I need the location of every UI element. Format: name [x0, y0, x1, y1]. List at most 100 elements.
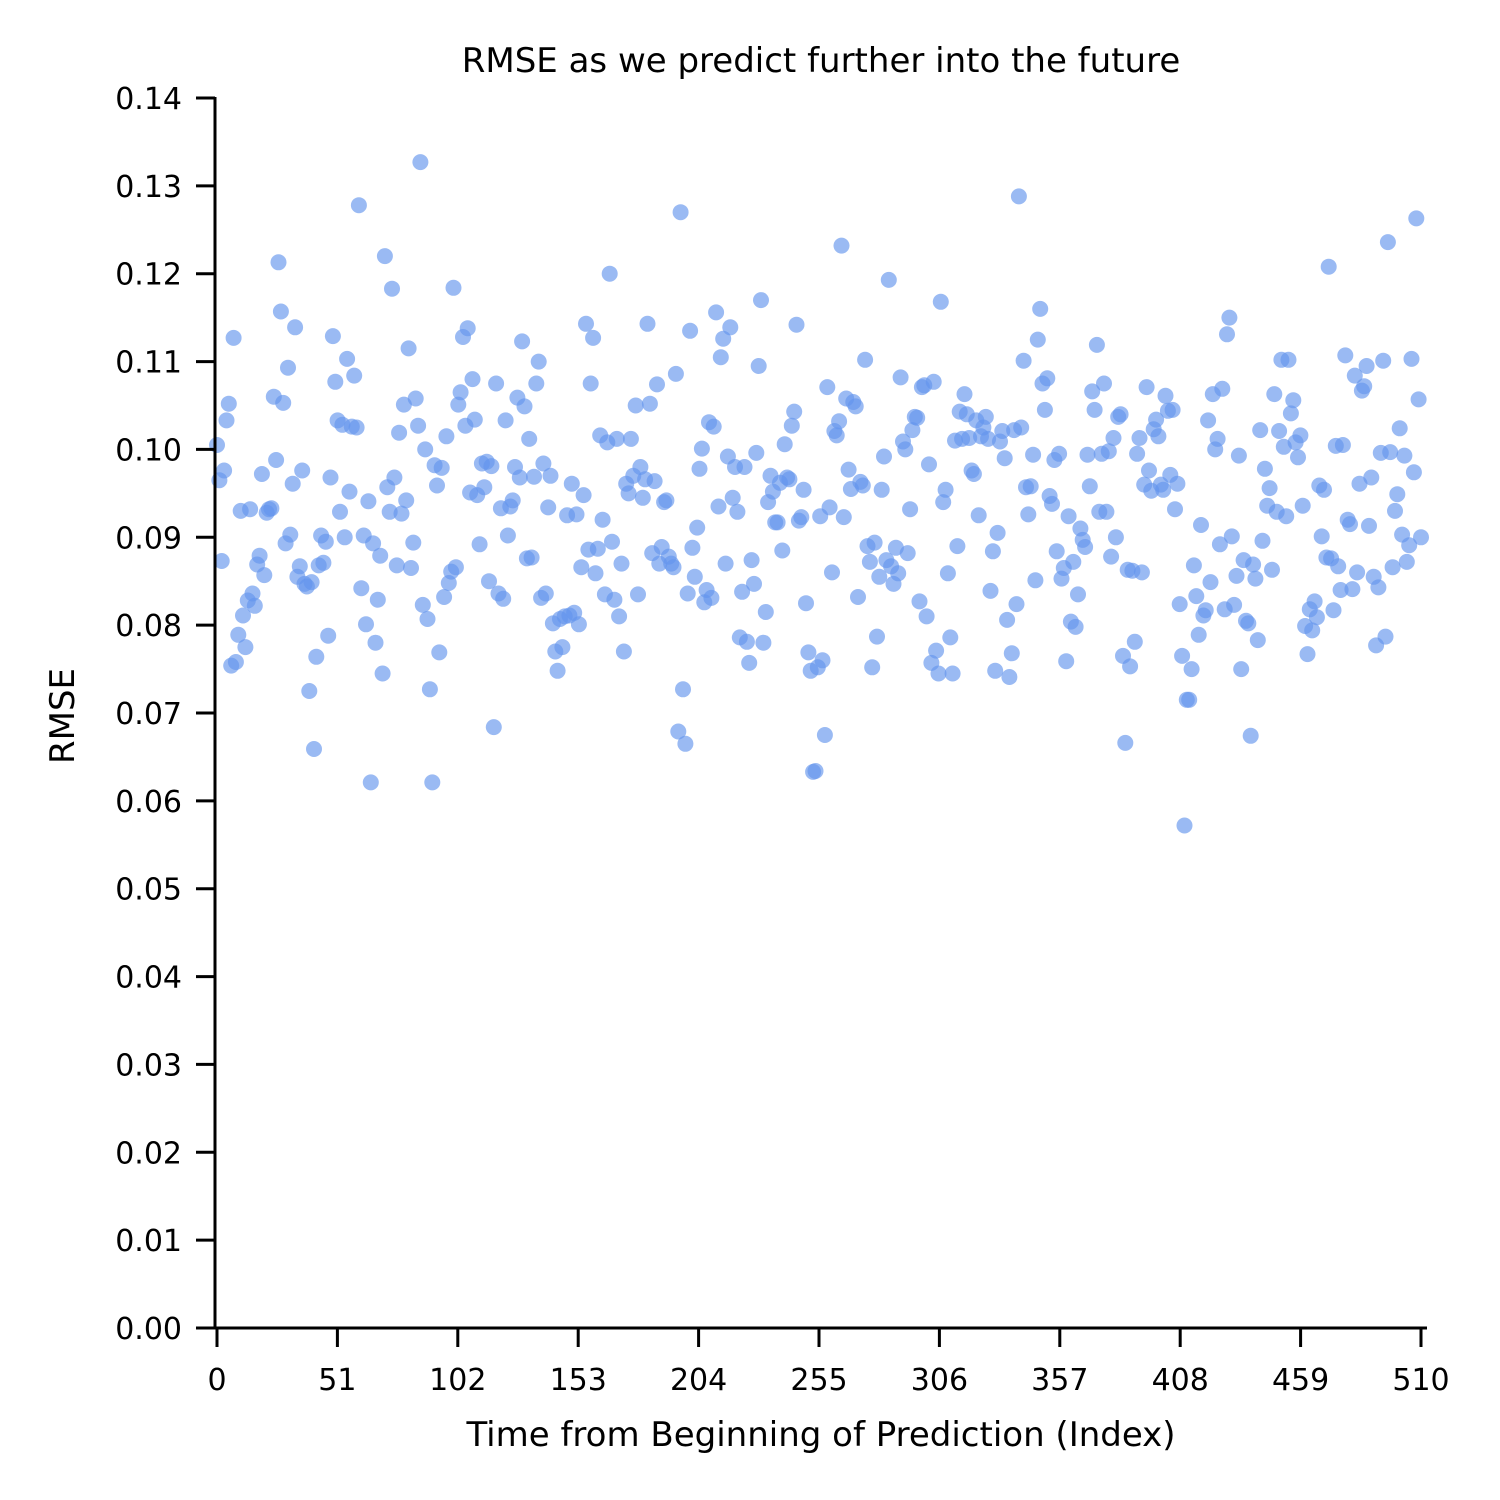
- data-point: [1240, 615, 1257, 632]
- data-point: [275, 394, 292, 411]
- data-point: [504, 492, 521, 509]
- data-point: [1112, 406, 1129, 423]
- data-point: [1183, 661, 1200, 678]
- x-tick-label: 51: [318, 1363, 356, 1398]
- y-axis-label: RMSE: [43, 668, 83, 764]
- data-point: [237, 639, 254, 656]
- data-point: [866, 534, 883, 551]
- data-point: [353, 580, 370, 597]
- data-point: [1379, 234, 1396, 251]
- y-tick-label: 0.06: [115, 785, 182, 820]
- data-point: [1387, 502, 1403, 519]
- data-point: [384, 280, 400, 297]
- data-point: [336, 529, 353, 546]
- data-point: [1230, 447, 1247, 464]
- data-point: [251, 547, 268, 564]
- data-point: [1256, 460, 1273, 477]
- data-point: [393, 505, 410, 522]
- data-point: [819, 379, 836, 396]
- data-point: [800, 644, 817, 661]
- data-point: [816, 727, 833, 743]
- chart-title: RMSE as we predict further into the futu…: [462, 41, 1180, 81]
- y-tick-label: 0.09: [115, 521, 182, 556]
- data-point: [956, 386, 973, 403]
- data-point: [582, 375, 599, 392]
- data-point: [1351, 475, 1368, 492]
- data-point: [488, 375, 505, 392]
- data-point: [466, 411, 483, 428]
- data-point: [1356, 378, 1373, 395]
- data-point: [1313, 528, 1330, 545]
- data-point: [670, 723, 687, 740]
- data-point: [935, 494, 952, 511]
- data-point: [961, 430, 978, 446]
- data-point: [1079, 446, 1096, 463]
- data-point: [774, 542, 791, 559]
- data-point: [729, 503, 746, 520]
- x-axis-ticks: 0 51 102 153 204 255 306 357 408 459 510: [207, 1328, 1450, 1398]
- data-point: [748, 444, 765, 461]
- data-point: [989, 524, 1006, 541]
- data-point: [253, 466, 270, 482]
- data-point: [639, 315, 656, 332]
- data-point: [348, 419, 365, 436]
- data-point: [1060, 508, 1077, 525]
- data-point: [1242, 727, 1259, 744]
- data-point: [537, 585, 554, 602]
- data-point: [1282, 405, 1299, 422]
- data-point: [1138, 379, 1155, 396]
- x-tick-label: 102: [429, 1363, 486, 1398]
- y-tick-label: 0.07: [115, 697, 182, 732]
- data-point: [873, 481, 890, 498]
- data-point: [291, 558, 308, 575]
- data-point: [691, 460, 708, 477]
- data-point: [999, 611, 1016, 628]
- data-point: [627, 397, 644, 414]
- data-point: [987, 662, 1004, 679]
- data-point: [1292, 427, 1309, 444]
- data-point: [1342, 516, 1358, 533]
- data-point: [1252, 422, 1269, 439]
- data-point: [932, 293, 949, 310]
- data-point: [568, 506, 585, 523]
- data-point: [1316, 481, 1332, 498]
- data-point: [675, 681, 691, 698]
- data-point: [429, 477, 445, 494]
- data-point: [369, 591, 386, 608]
- data-point: [287, 319, 304, 336]
- data-point: [918, 608, 935, 625]
- data-point: [1013, 419, 1030, 436]
- data-point: [880, 271, 897, 288]
- data-point: [1403, 350, 1420, 367]
- data-point: [722, 319, 739, 336]
- data-point: [1223, 528, 1240, 545]
- data-point: [1188, 588, 1205, 605]
- data-point: [942, 629, 959, 646]
- data-point: [497, 412, 514, 429]
- data-point: [1306, 593, 1323, 610]
- data-point: [381, 503, 398, 520]
- x-tick-label: 510: [1392, 1363, 1449, 1398]
- data-point: [272, 303, 289, 320]
- data-point: [365, 535, 382, 552]
- data-point: [358, 616, 374, 633]
- data-point: [213, 553, 230, 569]
- data-point: [1266, 386, 1283, 403]
- data-point: [1185, 557, 1202, 574]
- y-tick-label: 0.04: [115, 961, 182, 996]
- data-point: [1398, 553, 1415, 570]
- data-point: [798, 595, 814, 612]
- data-point: [1169, 475, 1186, 492]
- data-point: [736, 459, 753, 475]
- data-point: [282, 526, 299, 543]
- data-point: [611, 608, 628, 625]
- data-point: [854, 477, 871, 494]
- data-point: [1025, 446, 1042, 463]
- data-point: [414, 596, 431, 613]
- data-point: [1214, 380, 1231, 397]
- data-point: [1086, 401, 1103, 418]
- y-axis-ticks: 0.00 0.01 0.02 0.03 0.04 0.05 0.06 0.07 0.08 0.09…: [115, 82, 215, 1347]
- data-point: [216, 462, 233, 479]
- data-point: [686, 568, 703, 585]
- data-point: [270, 254, 287, 271]
